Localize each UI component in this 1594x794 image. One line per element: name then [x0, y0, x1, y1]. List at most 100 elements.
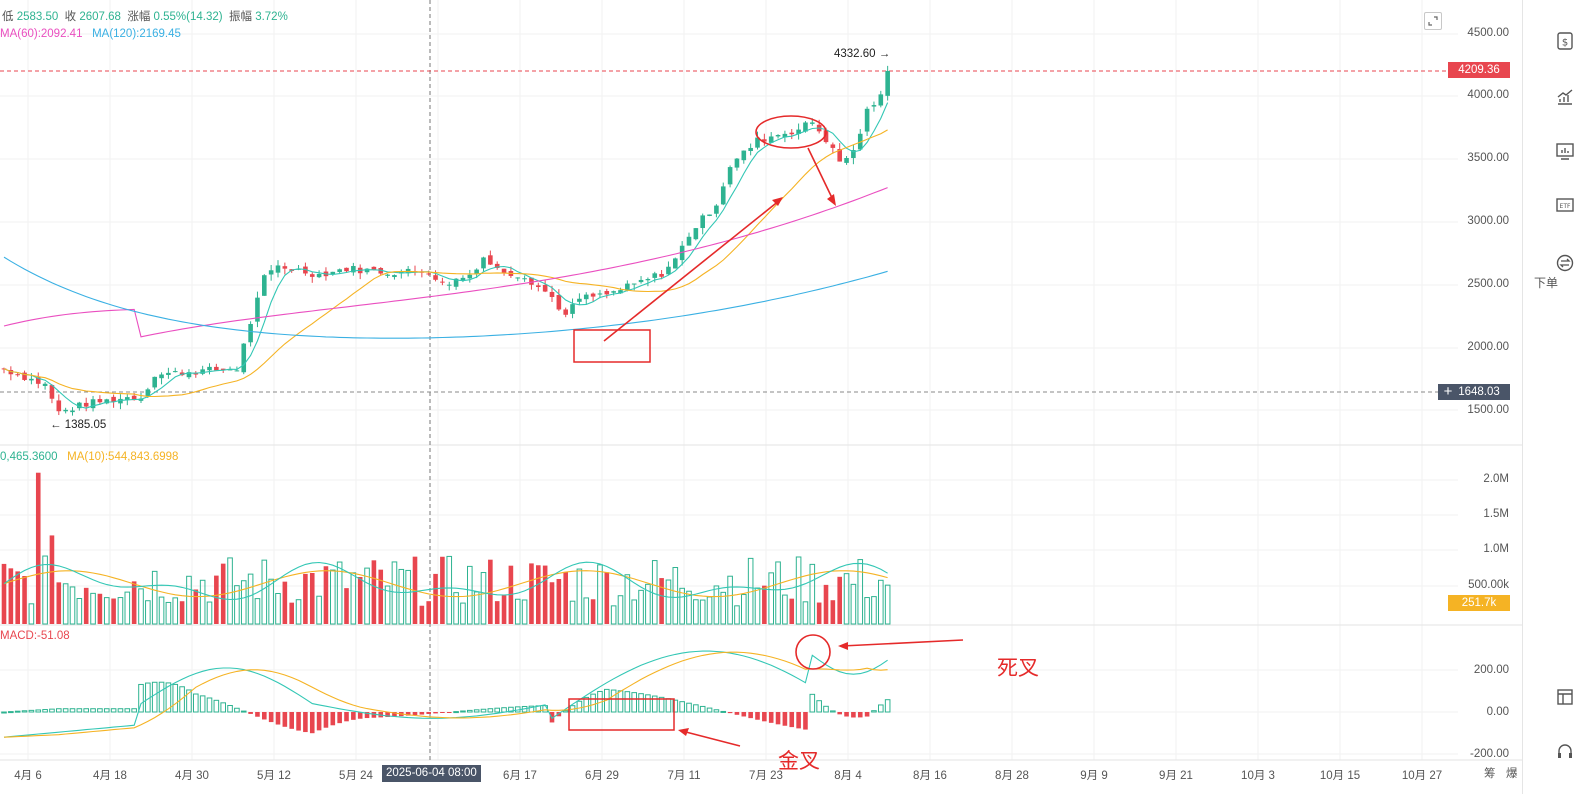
candle-body — [42, 383, 48, 386]
candle-body — [186, 372, 192, 378]
volume-bar — [433, 573, 438, 624]
macd-bar — [467, 709, 473, 713]
macd-bar — [248, 712, 253, 714]
time-tick: 5月 12 — [257, 770, 291, 782]
volume-bar — [809, 563, 816, 625]
macd-bar — [227, 704, 233, 713]
volume-bar — [884, 584, 891, 625]
volume-bar — [199, 579, 206, 625]
volume-bar — [1, 563, 7, 624]
candle-body — [837, 149, 842, 162]
macd-bar — [775, 712, 781, 725]
volume-bar — [227, 557, 233, 625]
volume-bar — [659, 578, 664, 624]
fullscreen-icon[interactable] — [1424, 12, 1442, 30]
candle-body — [111, 396, 116, 403]
macd-bar — [884, 699, 891, 713]
volume-bar — [206, 601, 213, 625]
macd-tick: -200.00 — [1469, 748, 1509, 760]
annotation-arrowhead — [678, 728, 689, 736]
macd-bar — [693, 704, 699, 713]
layout-icon[interactable] — [1552, 684, 1578, 710]
macd-bar — [83, 708, 90, 713]
macd-bar — [364, 712, 370, 719]
macd-bar — [651, 695, 658, 713]
low-label: 低 — [2, 11, 14, 23]
corner-label-burst[interactable]: 爆 — [1506, 768, 1518, 780]
candle-body — [104, 399, 110, 404]
macd-bar — [426, 712, 431, 714]
volume-bar — [371, 560, 377, 624]
candle-body — [15, 374, 20, 376]
order-icon[interactable] — [1552, 250, 1578, 276]
candle-body — [679, 245, 685, 261]
candle-body — [426, 273, 431, 275]
macd-bar — [864, 712, 870, 717]
time-tick: 4月 18 — [93, 770, 127, 782]
vol-ma10: MA(10):544,843.6998 — [67, 451, 179, 463]
volume-bar — [775, 561, 781, 625]
volume-bar — [837, 576, 842, 624]
candle-body — [255, 297, 260, 322]
volume-legend: 0,465.3600 MA(10):544,843.6998 — [0, 450, 178, 464]
volume-bar — [480, 572, 487, 625]
price-tick: 3000.00 — [1467, 215, 1509, 227]
macd-bar — [699, 705, 706, 713]
candle-body — [364, 268, 370, 273]
macd-bar — [255, 712, 260, 717]
macd-bar — [837, 712, 842, 715]
candle-body — [49, 385, 55, 399]
volume-bar — [521, 599, 528, 625]
candle-body — [727, 167, 733, 185]
annotation-arrow — [807, 147, 835, 203]
macd-bar — [816, 700, 822, 713]
time-tick: 10月 27 — [1401, 770, 1443, 782]
ma-legend: MA(60):2092.41 MA(120):2169.45 — [0, 27, 181, 41]
candle-body — [878, 94, 884, 106]
macd-bar — [576, 700, 583, 713]
toolbar-divider — [1522, 0, 1523, 794]
volume-bar — [330, 569, 336, 625]
close-label: 收 — [64, 11, 77, 23]
time-tick: 9月 9 — [1080, 770, 1108, 782]
macd-bar — [755, 712, 760, 720]
dollar-icon[interactable]: $ — [1552, 28, 1578, 54]
last-price-tag: 4209.36 — [1448, 62, 1510, 78]
etf-icon[interactable]: ETF — [1552, 192, 1578, 218]
macd-bar — [440, 712, 445, 713]
macd-bar — [90, 708, 96, 713]
volume-bar — [699, 599, 706, 625]
macd-bar — [275, 712, 281, 725]
macd-bar — [433, 712, 438, 714]
corner-label-chips[interactable]: 筹 — [1484, 768, 1496, 780]
headset-icon[interactable] — [1552, 738, 1578, 764]
macd-bar — [658, 696, 665, 713]
macd-bar — [405, 712, 411, 716]
macd-bar — [262, 712, 267, 720]
volume-bar — [850, 583, 857, 625]
volume-bar — [672, 567, 679, 625]
crosshair-add-button[interactable]: + — [1438, 384, 1458, 400]
chart-panel-icon[interactable] — [1552, 138, 1578, 164]
candle-body — [686, 236, 692, 246]
macd-value: MACD:-51.08 — [0, 630, 70, 642]
candle-body — [638, 279, 644, 283]
volume-bar — [131, 581, 137, 624]
macd-bar — [412, 712, 418, 716]
trend-icon[interactable] — [1552, 84, 1578, 110]
macd-bar — [830, 710, 836, 713]
macd-bar — [303, 712, 308, 733]
macd-bar — [624, 691, 631, 713]
candle-body — [460, 277, 466, 281]
volume-bar — [871, 596, 877, 625]
order-label[interactable]: 下单 — [1534, 276, 1559, 290]
volume-bar — [665, 579, 672, 625]
svg-text:ETF: ETF — [1560, 203, 1571, 210]
amplitude-value: 3.72% — [255, 11, 288, 23]
macd-bar — [357, 712, 363, 719]
time-tick: 8月 16 — [913, 770, 947, 782]
candle-body — [29, 378, 34, 381]
volume-bar — [473, 591, 480, 625]
macd-bar — [14, 710, 21, 713]
